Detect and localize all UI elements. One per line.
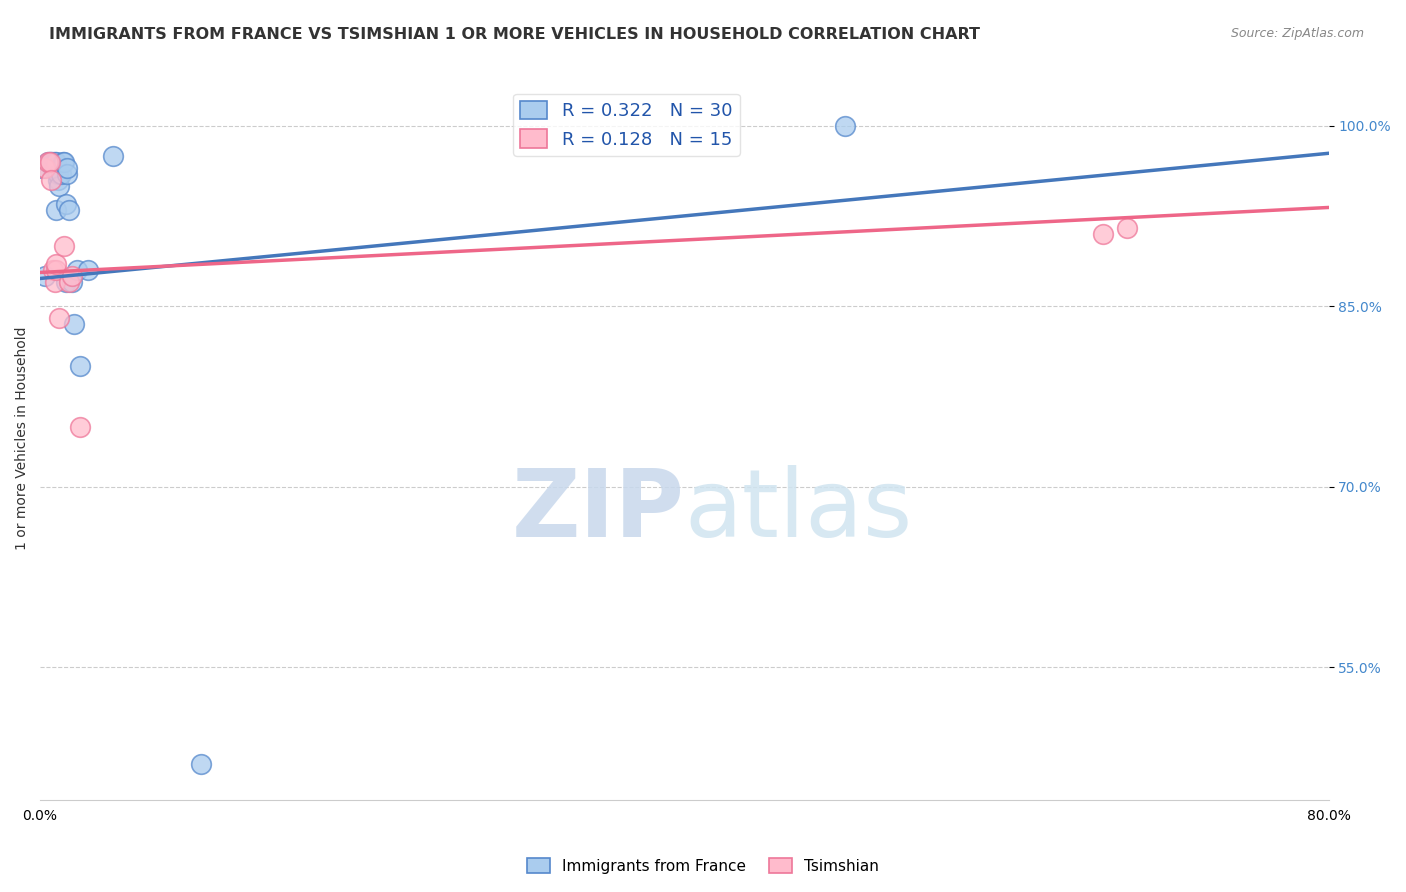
Point	[42, 161, 65, 175]
Point	[37, 154, 59, 169]
Point	[190, 756, 212, 771]
Point	[55, 197, 77, 211]
Text: ZIP: ZIP	[512, 465, 685, 557]
Point	[1092, 227, 1115, 241]
Point	[69, 419, 91, 434]
Point	[834, 119, 856, 133]
Point	[48, 178, 70, 193]
Point	[37, 154, 59, 169]
Point	[49, 167, 72, 181]
Point	[46, 167, 69, 181]
Legend: R = 0.322   N = 30, R = 0.128   N = 15: R = 0.322 N = 30, R = 0.128 N = 15	[513, 94, 740, 156]
Point	[41, 154, 63, 169]
Text: atlas: atlas	[685, 465, 912, 557]
Point	[46, 173, 69, 187]
Point	[34, 269, 56, 284]
Text: Source: ZipAtlas.com: Source: ZipAtlas.com	[1230, 27, 1364, 40]
Point	[38, 154, 60, 169]
Point	[42, 154, 65, 169]
Point	[66, 263, 89, 277]
Y-axis label: 1 or more Vehicles in Household: 1 or more Vehicles in Household	[15, 326, 30, 550]
Point	[101, 149, 124, 163]
Point	[56, 167, 79, 181]
Point	[44, 154, 66, 169]
Point	[53, 239, 76, 253]
Point	[58, 275, 80, 289]
Legend: Immigrants from France, Tsimshian: Immigrants from France, Tsimshian	[520, 852, 886, 880]
Point	[44, 275, 66, 289]
Point	[31, 161, 53, 175]
Point	[52, 154, 75, 169]
Point	[69, 359, 91, 374]
Point	[1116, 221, 1139, 235]
Point	[55, 275, 77, 289]
Point	[44, 161, 66, 175]
Point	[48, 311, 70, 326]
Point	[45, 257, 67, 271]
Point	[41, 173, 63, 187]
Point	[45, 202, 67, 217]
Point	[53, 154, 76, 169]
Point	[60, 269, 83, 284]
Point	[45, 263, 67, 277]
Point	[45, 154, 67, 169]
Point	[63, 317, 86, 331]
Point	[34, 161, 56, 175]
Point	[60, 275, 83, 289]
Point	[58, 202, 80, 217]
Text: IMMIGRANTS FROM FRANCE VS TSIMSHIAN 1 OR MORE VEHICLES IN HOUSEHOLD CORRELATION : IMMIGRANTS FROM FRANCE VS TSIMSHIAN 1 OR…	[49, 27, 980, 42]
Point	[77, 263, 100, 277]
Point	[38, 154, 60, 169]
Point	[42, 263, 65, 277]
Point	[56, 161, 79, 175]
